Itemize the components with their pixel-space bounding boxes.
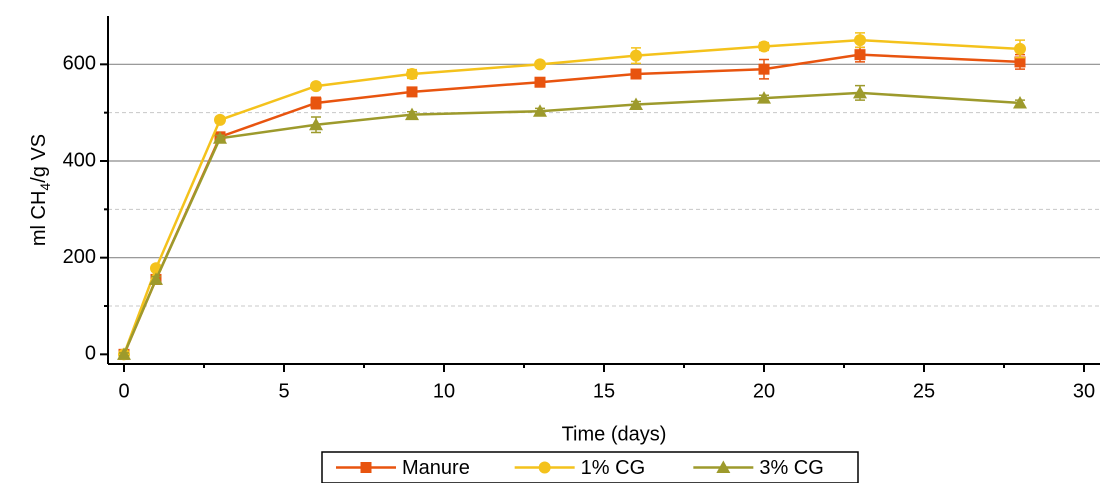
- marker: [854, 34, 866, 47]
- legend-label: 3% CG: [759, 457, 823, 479]
- marker: [149, 272, 163, 285]
- y-tick-label: 400: [63, 149, 96, 171]
- marker: [360, 462, 372, 473]
- x-axis-title: Time (days): [562, 423, 667, 445]
- marker: [534, 76, 546, 88]
- legend-label: Manure: [402, 457, 470, 479]
- marker: [533, 104, 547, 117]
- marker: [214, 113, 226, 126]
- y-tick-label: 0: [85, 343, 96, 365]
- y-tick-label: 600: [63, 53, 96, 75]
- legend-label: 1% CG: [581, 457, 645, 479]
- x-tick-label: 25: [913, 380, 935, 402]
- marker: [758, 40, 770, 53]
- y-tick-label: 200: [63, 246, 96, 268]
- x-tick-label: 0: [118, 380, 129, 402]
- series-line: [122, 38, 1021, 355]
- series: [118, 32, 1026, 361]
- series-line: [122, 53, 1021, 355]
- marker: [309, 117, 323, 131]
- marker: [310, 80, 322, 93]
- marker: [853, 85, 867, 99]
- x-tick-label: 15: [593, 380, 615, 402]
- marker: [538, 461, 551, 474]
- marker: [405, 107, 419, 121]
- x-tick-label: 30: [1073, 380, 1095, 402]
- marker: [854, 49, 866, 61]
- marker: [406, 86, 418, 98]
- marker: [310, 97, 322, 109]
- y-axis-title-part: ml CH: [28, 191, 50, 247]
- marker: [213, 131, 227, 144]
- marker: [406, 68, 418, 80]
- marker: [117, 347, 131, 360]
- x-tick-label: 10: [433, 380, 455, 402]
- marker: [716, 460, 731, 473]
- y-axis-title-part: /g VS: [28, 134, 50, 183]
- series: [117, 84, 1027, 360]
- y-axis-title-sub: 4: [37, 183, 53, 191]
- marker: [1013, 96, 1027, 109]
- series-line: [122, 91, 1021, 355]
- marker: [1014, 56, 1026, 68]
- marker: [534, 58, 546, 71]
- legend-box: [321, 451, 859, 483]
- marker: [1014, 42, 1026, 55]
- marker: [629, 97, 643, 110]
- x-tick-label: 5: [278, 380, 289, 402]
- y-axis-title: ml CH4/g VS: [28, 134, 52, 246]
- marker: [758, 63, 770, 75]
- marker: [757, 91, 771, 104]
- marker: [630, 68, 642, 80]
- marker: [630, 49, 642, 62]
- legend: Manure 1% CG 3% CG: [321, 451, 859, 483]
- x-tick-label: 20: [753, 380, 775, 402]
